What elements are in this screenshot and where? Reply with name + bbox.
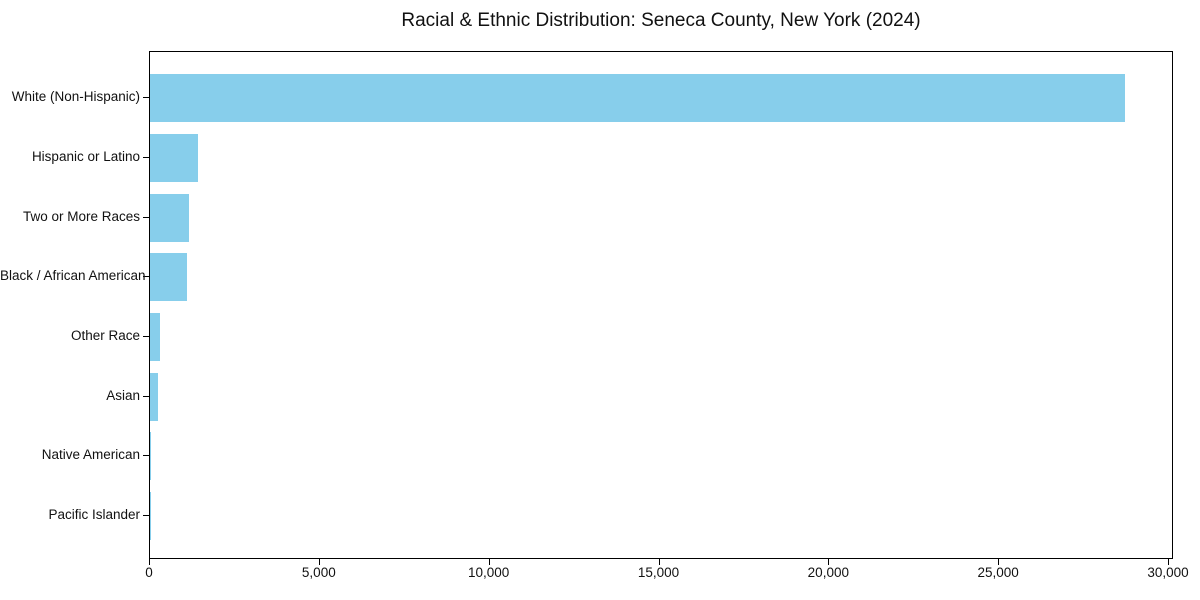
x-tick-label: 25,000 <box>977 565 1019 580</box>
x-tick <box>998 559 1000 565</box>
bar <box>150 193 190 242</box>
bar <box>150 74 1125 123</box>
bar <box>150 432 152 481</box>
y-tick <box>143 97 149 99</box>
y-tick <box>143 156 149 158</box>
x-tick-label: 20,000 <box>807 565 849 580</box>
y-tick-label: Native American <box>41 447 140 463</box>
y-tick <box>143 395 149 397</box>
x-tick <box>318 559 320 565</box>
y-tick <box>143 276 149 278</box>
x-tick-label: 10,000 <box>468 565 510 580</box>
bar <box>150 253 188 302</box>
y-tick-label: Pacific Islander <box>48 506 140 522</box>
x-tick <box>1168 559 1169 565</box>
y-tick-label: Two or More Races <box>22 208 140 224</box>
chart-title: Racial & Ethnic Distribution: Seneca Cou… <box>401 10 921 31</box>
x-tick <box>488 559 490 565</box>
y-tick-label: Other Race <box>70 327 140 343</box>
plot-area <box>149 51 1173 559</box>
x-tick <box>149 559 150 565</box>
y-tick <box>143 455 149 457</box>
x-tick <box>828 559 830 565</box>
y-tick-label: White (Non-Hispanic) <box>11 89 140 105</box>
x-tick-label: 15,000 <box>637 565 680 580</box>
y-tick-label: Asian <box>106 387 140 403</box>
y-tick <box>143 514 149 516</box>
x-tick-label: 5,000 <box>301 565 336 580</box>
bar <box>150 133 198 182</box>
y-tick-label: Hispanic or Latino <box>31 148 140 164</box>
x-tick <box>658 559 660 565</box>
y-tick-label: Black / African American <box>0 268 146 284</box>
y-tick <box>143 216 149 218</box>
x-tick-label: 0 <box>145 565 153 580</box>
bar <box>150 372 158 421</box>
bar <box>150 312 160 361</box>
y-tick <box>143 335 149 337</box>
x-tick-label: 30,000 <box>1147 565 1189 580</box>
